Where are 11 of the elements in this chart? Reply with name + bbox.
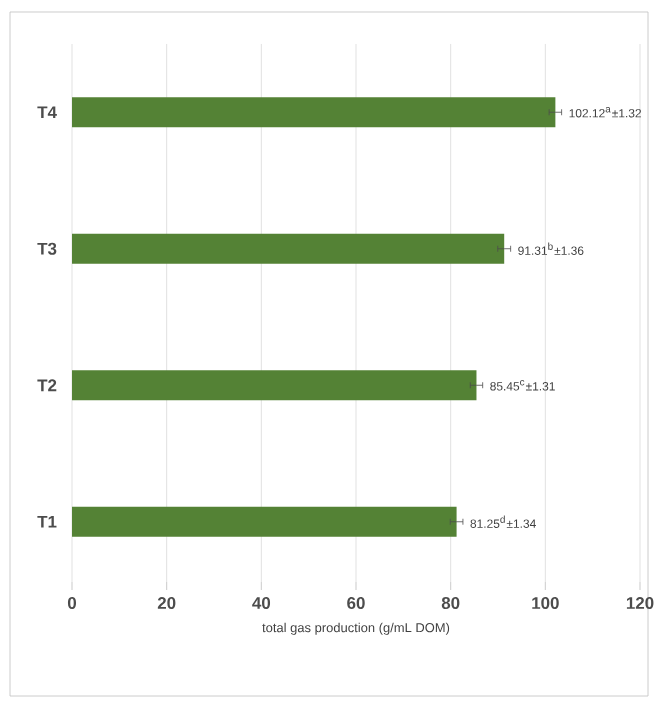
x-tick-label: 80 [441,597,460,610]
x-tick-label: 40 [252,597,271,610]
x-tick-label: 0 [67,597,77,610]
x-tick-label: 120 [626,597,654,610]
x-tick-label: 20 [157,597,176,610]
x-tick-label: 60 [347,597,365,610]
x-tick-label: 100 [532,597,559,610]
y-tick-label: T1 [37,515,57,528]
y-tick-label: T4 [37,106,57,119]
y-tick-label: T2 [37,379,57,392]
y-tick-label: T3 [37,242,57,255]
